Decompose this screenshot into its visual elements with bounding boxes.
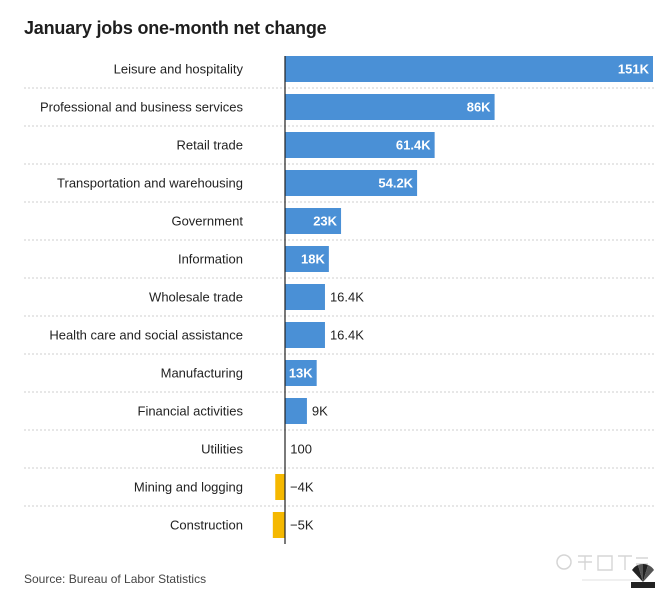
- category-label: Financial activities: [138, 404, 244, 419]
- category-label: Retail trade: [177, 138, 243, 153]
- bar: [285, 94, 495, 120]
- value-label: 16.4K: [330, 290, 364, 305]
- category-label: Transportation and warehousing: [57, 176, 243, 191]
- peacock-logo-icon: [631, 563, 655, 588]
- value-label: 151K: [618, 62, 650, 77]
- category-label: Manufacturing: [161, 366, 243, 381]
- source-note: Source: Bureau of Labor Statistics: [24, 572, 207, 586]
- bar: [272, 512, 285, 538]
- value-label: 54.2K: [378, 176, 413, 191]
- category-label: Construction: [170, 518, 243, 533]
- bar: [285, 56, 653, 82]
- bar: [285, 284, 325, 310]
- value-label: −4K: [290, 480, 314, 495]
- value-label: 86K: [467, 100, 491, 115]
- chart-title: January jobs one-month net change: [24, 18, 327, 38]
- category-label: Health care and social assistance: [49, 328, 243, 343]
- value-label: 9K: [312, 404, 328, 419]
- value-label: 18K: [301, 252, 325, 267]
- bar: [285, 170, 418, 196]
- bar: [285, 246, 329, 272]
- value-label: 23K: [313, 214, 337, 229]
- category-label: Information: [178, 252, 243, 267]
- value-label: 61.4K: [396, 138, 431, 153]
- value-label: 16.4K: [330, 328, 364, 343]
- bar-chart: Leisure and hospitality 151K Professional …: [24, 56, 654, 544]
- category-label: Leisure and hospitality: [114, 62, 244, 77]
- category-label: Government: [171, 214, 243, 229]
- category-label: Professional and business services: [40, 100, 244, 115]
- category-label: Wholesale trade: [149, 290, 243, 305]
- bar: [285, 322, 325, 348]
- bar: [285, 208, 342, 234]
- bar: [285, 360, 317, 386]
- bar: [285, 398, 307, 424]
- bar: [285, 132, 435, 158]
- category-label: Mining and logging: [134, 480, 243, 495]
- value-label: −5K: [290, 518, 314, 533]
- bar: [275, 474, 285, 500]
- value-label: 13K: [289, 366, 313, 381]
- value-label: 100: [290, 442, 312, 457]
- category-label: Utilities: [201, 442, 243, 457]
